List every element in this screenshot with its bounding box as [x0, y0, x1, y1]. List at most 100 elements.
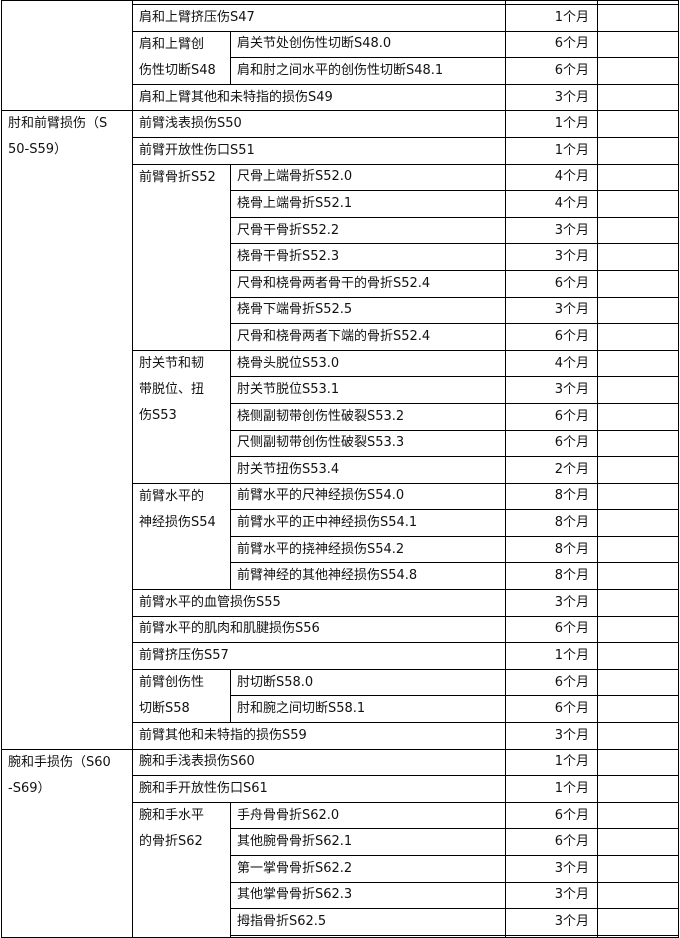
subcategory-cell: 前臂创伤性 切断S58 — [132, 668, 231, 724]
note-cell — [597, 136, 679, 165]
note-cell — [597, 562, 679, 591]
item-cell — [230, 934, 506, 938]
duration-cell: 1个月 — [505, 642, 598, 670]
subcategory-cell: 腕和手水平 的骨折S62 — [132, 801, 231, 938]
note-cell — [597, 855, 679, 883]
table-row: 前臂开放性伤口S51 1个月 — [2, 136, 679, 165]
table-row: 桡侧副韧带创伤性破裂S53.2 6个月 — [2, 402, 679, 431]
duration-cell: 3个月 — [505, 376, 598, 404]
duration-cell: 1个月 — [505, 775, 598, 803]
duration-cell: 6个月 — [505, 402, 598, 431]
table-row: 肘关节扭伤S53.4 2个月 — [2, 456, 679, 484]
duration-cell: 6个月 — [505, 828, 598, 856]
note-cell — [597, 269, 679, 298]
note-cell — [597, 509, 679, 537]
duration-cell: 1个月 — [505, 110, 598, 138]
note-cell — [597, 828, 679, 856]
table-row: 其他腕骨骨折S62.1 6个月 — [2, 828, 679, 856]
item-cell: 肩和肘之间水平的创伤性切断S48.1 — [230, 57, 506, 85]
item-cell: 肩关节处创伤性切断S48.0 — [230, 30, 506, 59]
table-row: 肘和腕之间切断S58.1 6个月 — [2, 695, 679, 724]
item-cell: 尺骨和桡骨两者下端的骨折S52.4 — [230, 323, 506, 351]
duration-cell: 8个月 — [505, 535, 598, 564]
duration-cell: 3个月 — [505, 216, 598, 245]
item-cell: 桡骨头脱位S53.0 — [230, 349, 506, 378]
table-row: 前臂水平的正中神经损伤S54.1 8个月 — [2, 509, 679, 537]
item-cell: 尺骨和桡骨两者骨干的骨折S52.4 — [230, 269, 506, 298]
table-row: 腕和手水平 的骨折S62 手舟骨骨折S62.0 6个月 — [2, 801, 679, 938]
note-cell — [597, 110, 679, 138]
duration-cell: 6个月 — [505, 57, 598, 85]
item-cell: 前臂水平的肌肉和肌腱损伤S56 — [132, 615, 506, 644]
subcategory-cell: 肘关节和韧 带脱位、扭 伤S53 — [132, 349, 231, 484]
note-cell — [597, 349, 679, 378]
table-row: 拇指骨折S62.5 3个月 — [2, 908, 679, 936]
table-row: 前臂水平的挠神经损伤S54.2 8个月 — [2, 535, 679, 564]
note-cell — [597, 163, 679, 192]
note-cell — [597, 190, 679, 218]
duration-cell: 6个月 — [505, 269, 598, 298]
item-cell: 桡骨干骨折S52.3 — [230, 243, 506, 271]
duration-cell: 8个月 — [505, 482, 598, 511]
note-cell — [597, 429, 679, 458]
item-cell: 桡侧副韧带创伤性破裂S53.2 — [230, 402, 506, 431]
note-cell — [597, 57, 679, 85]
item-cell: 手舟骨骨折S62.0 — [230, 801, 506, 830]
item-cell: 肩和上臂挤压伤S47 — [132, 4, 506, 32]
duration-cell: 3个月 — [505, 908, 598, 936]
duration-cell: 2个月 — [505, 456, 598, 484]
item-cell: 腕和手开放性伤口S61 — [132, 775, 506, 803]
note-cell — [597, 456, 679, 484]
duration-cell: 3个月 — [505, 296, 598, 325]
duration-cell: 3个月 — [505, 243, 598, 271]
note-cell — [597, 376, 679, 404]
item-cell: 尺骨上端骨折S52.0 — [230, 163, 506, 192]
duration-cell: 4个月 — [505, 190, 598, 218]
item-cell: 前臂开放性伤口S51 — [132, 136, 506, 165]
table-row: 肘关节和韧 带脱位、扭 伤S53 桡骨头脱位S53.0 4个月 — [2, 349, 679, 484]
table-row: 尺侧副韧带创伤性破裂S53.3 6个月 — [2, 429, 679, 458]
item-cell: 尺骨干骨折S52.2 — [230, 216, 506, 245]
table-row: 腕和手损伤（S60 -S69） 腕和手浅表损伤S60 1个月 — [1, 748, 679, 938]
duration-cell — [505, 934, 598, 938]
duration-cell: 6个月 — [505, 801, 598, 830]
note-cell — [597, 908, 679, 936]
table-row: 前臂骨折S52 尺骨上端骨折S52.0 4个月 — [2, 163, 679, 351]
duration-cell: 3个月 — [505, 881, 598, 910]
note-cell — [597, 722, 679, 750]
table-row: 肘和前臂损伤（S 50-S59） 前臂浅表损伤S50 1个月 — [1, 110, 679, 750]
note-cell — [597, 323, 679, 351]
category-cell — [1, 0, 133, 112]
item-cell: 前臂浅表损伤S50 — [132, 110, 506, 138]
duration-cell: 4个月 — [505, 163, 598, 192]
duration-cell: 6个月 — [505, 695, 598, 724]
subcategory-cell: 前臂水平的 神经损伤S54 — [132, 482, 231, 591]
note-cell — [597, 589, 679, 617]
note-cell — [597, 83, 679, 112]
item-cell: 肩和上臂其他和未特指的损伤S49 — [132, 83, 506, 112]
item-cell: 肘切断S58.0 — [230, 668, 506, 697]
note-cell — [597, 775, 679, 803]
item-cell: 腕和手浅表损伤S60 — [132, 748, 506, 777]
table-row: 前臂神经的其他神经损伤S54.8 8个月 — [2, 562, 679, 591]
duration-cell: 1个月 — [505, 748, 598, 777]
duration-cell: 6个月 — [505, 30, 598, 59]
table-row: 桡骨下端骨折S52.5 3个月 — [2, 296, 679, 325]
duration-cell: 3个月 — [505, 83, 598, 112]
item-cell: 前臂水平的正中神经损伤S54.1 — [230, 509, 506, 537]
item-cell: 肘关节扭伤S53.4 — [230, 456, 506, 484]
note-cell — [597, 801, 679, 830]
subcategory-cell: 前臂骨折S52 — [132, 163, 231, 351]
duration-cell: 6个月 — [505, 429, 598, 458]
duration-cell: 3个月 — [505, 722, 598, 750]
duration-cell: 1个月 — [505, 136, 598, 165]
duration-cell: 3个月 — [505, 589, 598, 617]
item-cell: 桡骨上端骨折S52.1 — [230, 190, 506, 218]
item-cell: 前臂挤压伤S57 — [132, 642, 506, 670]
item-cell: 尺侧副韧带创伤性破裂S53.3 — [230, 429, 506, 458]
note-cell — [597, 668, 679, 697]
note-cell — [597, 402, 679, 431]
note-cell — [597, 934, 679, 938]
table-row: 前臂创伤性 切断S58 肘切断S58.0 6个月 — [2, 668, 679, 724]
